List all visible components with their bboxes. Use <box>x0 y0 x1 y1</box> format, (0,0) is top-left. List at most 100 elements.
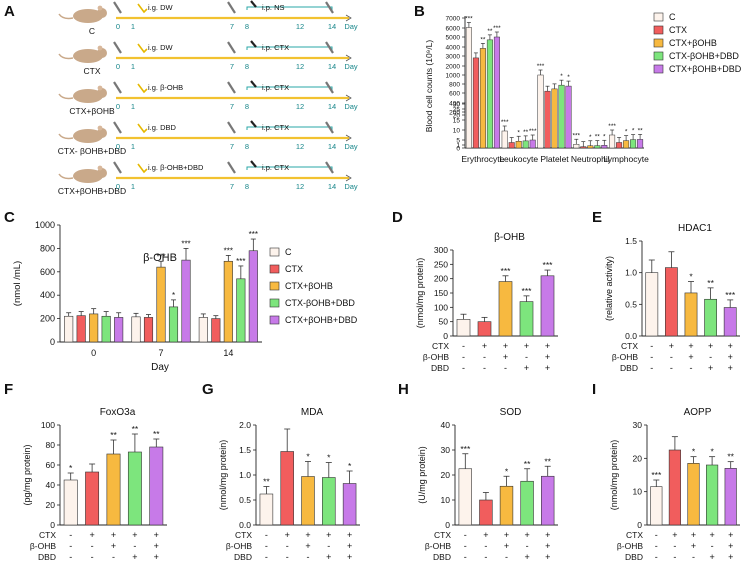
panel-a-schema: Ci.g. DW i.p. NS 0 1 7 8 12 14 Day CTX i.g. DW i.p.… <box>58 0 358 196</box>
significance-mark: * <box>69 463 73 473</box>
injection-icon <box>250 160 257 168</box>
treatment-sign: - <box>670 363 673 373</box>
y-tick-label: 800 <box>40 243 55 253</box>
treatment-sign: - <box>484 552 487 562</box>
y-tick-label: 600 <box>40 267 55 277</box>
treatment-sign: - <box>483 363 486 373</box>
significance-mark: *** <box>224 246 233 255</box>
y-tick-label: 6000 <box>446 26 461 33</box>
treatment-sign: + <box>504 541 509 551</box>
bar <box>573 144 580 149</box>
day-tick-label: 14 <box>328 182 336 191</box>
y-tick-label: 0.0 <box>239 520 251 530</box>
day-axis-label: Day <box>344 182 358 191</box>
mouse-tail <box>58 13 74 20</box>
legend-panel-b: C CTX CTX+βOHB CTX-βOHB+DBD CTX+βOHB+DBD <box>653 12 742 74</box>
y-axis-label: (relative activity) <box>604 256 614 321</box>
day-tick-label: 8 <box>245 22 249 31</box>
mouse-tail <box>58 53 74 60</box>
treatment-sign: - <box>133 541 136 551</box>
day-tick-label: 12 <box>296 182 304 191</box>
y-axis-label: (nmol/mg protein) <box>218 440 228 511</box>
treatment-row-label: DBD <box>620 363 638 373</box>
bar <box>668 449 681 526</box>
syringe-icon <box>113 81 122 94</box>
treatment-row-label: β-OHB <box>612 352 638 362</box>
mouse-head <box>97 48 107 58</box>
panel-letter-g: G <box>202 381 214 398</box>
treatment-bracket <box>246 126 333 130</box>
bar <box>637 139 644 149</box>
y-tick-label: 400 <box>40 290 55 300</box>
group-label: CTX- βOHB+DBD <box>58 146 126 156</box>
y-axis-label: (nmol/mg protein) <box>415 258 425 329</box>
y-tick-label: 200 <box>449 110 460 117</box>
significance-mark: ** <box>110 430 117 440</box>
treatment-sign: - <box>526 541 529 551</box>
significance-mark: * <box>589 134 592 141</box>
treatment-sign: + <box>728 352 733 362</box>
y-tick-label: 40 <box>441 420 451 430</box>
bar <box>587 145 594 149</box>
x-tick-label: Neutrophil <box>571 154 610 164</box>
group-label: CTX+βOHB+DBD <box>58 186 126 196</box>
significance-mark: *** <box>501 119 509 126</box>
treatment-sign: - <box>655 552 658 562</box>
treatment-sign: + <box>503 352 508 362</box>
treatment-sign: - <box>69 530 72 540</box>
bar <box>684 292 698 337</box>
bar <box>89 313 99 343</box>
bar <box>540 275 555 337</box>
mouse-icon <box>58 165 107 183</box>
significance-mark: *** <box>236 257 245 266</box>
injection-icon <box>250 120 257 128</box>
y-tick-label: 0.0 <box>625 331 637 341</box>
legend-panel-c: C CTX CTX+βOHB CTX-βOHB+DBD CTX+βOHB+DBD <box>269 247 358 325</box>
bar <box>248 250 258 343</box>
panel-d-beta-ohb: β-OHB 0 50 100 150 200 250 300 (nmol/mg protein)… <box>415 232 558 373</box>
bar <box>63 479 78 526</box>
day-tick-label: 0 <box>116 22 120 31</box>
significance-mark: *** <box>543 260 554 270</box>
significance-mark: *** <box>249 230 258 239</box>
bar <box>181 259 191 343</box>
treatment-sign: - <box>91 552 94 562</box>
significance-mark: * <box>692 447 696 457</box>
bar <box>724 468 737 526</box>
timeline-arrow <box>345 14 352 22</box>
injection-icon <box>250 80 257 88</box>
mouse-body <box>73 129 103 143</box>
injection-ig-label: i.g. β-OHB+DBD <box>148 163 204 172</box>
y-tick-label: 1.0 <box>625 268 637 278</box>
bar <box>704 298 717 337</box>
treatment-row-label: CTX <box>434 530 451 540</box>
day-tick-label: 8 <box>245 182 249 191</box>
y-tick-label: 80 <box>46 440 56 450</box>
significance-mark: *** <box>651 470 662 480</box>
day-tick-label: 0 <box>116 62 120 71</box>
chart-title: FoxO3a <box>100 407 136 418</box>
treatment-sign: - <box>655 530 658 540</box>
significance-mark: *** <box>460 444 471 454</box>
treatment-sign: + <box>154 552 159 562</box>
day-tick-label: 1 <box>131 182 135 191</box>
treatment-sign: - <box>711 541 714 551</box>
y-tick-label: 600 <box>449 91 460 98</box>
bar <box>168 306 179 343</box>
y-tick-label: 0.5 <box>625 299 637 309</box>
significance-mark: ** <box>132 424 139 434</box>
mouse-icon <box>58 45 107 63</box>
group-label: CTX+βOHB <box>69 106 115 116</box>
injection-ig-label: i.g. DW <box>148 43 174 52</box>
legend-label: CTX-βOHB+DBD <box>669 51 739 61</box>
x-tick-label: Lymphocyte <box>603 154 649 164</box>
bar <box>515 141 522 149</box>
bar <box>601 145 608 149</box>
day-tick-label: 7 <box>230 102 234 111</box>
chart-title: AOPP <box>684 407 712 418</box>
legend-swatch <box>653 64 664 74</box>
panel-letters: A B C D E F G H I <box>4 3 602 398</box>
